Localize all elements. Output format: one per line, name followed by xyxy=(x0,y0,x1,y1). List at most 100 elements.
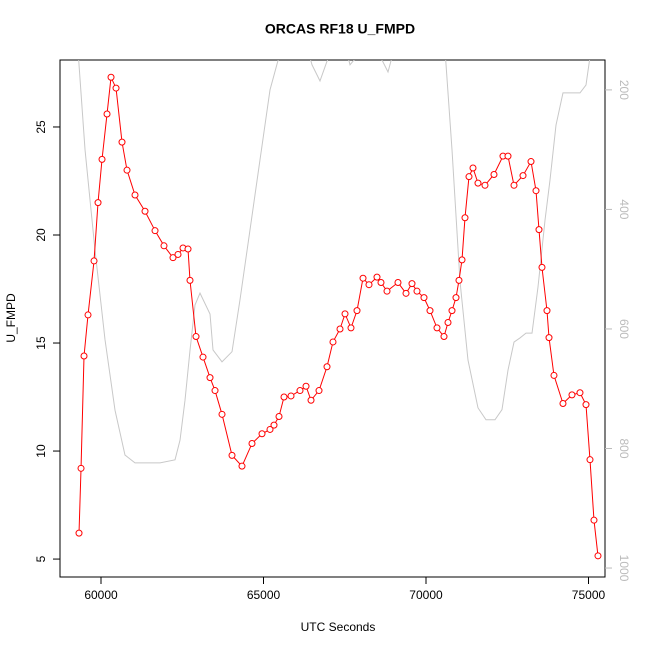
data-line xyxy=(78,75,599,556)
data-point xyxy=(341,310,349,318)
data-point xyxy=(458,256,466,264)
data-point xyxy=(543,307,551,315)
data-point xyxy=(510,181,518,189)
data-point xyxy=(90,257,98,265)
data-point xyxy=(383,287,391,295)
data-point xyxy=(469,164,477,172)
data-point xyxy=(336,325,344,333)
data-point xyxy=(550,371,558,379)
data-point xyxy=(545,334,553,342)
data-point xyxy=(296,387,304,395)
data-point xyxy=(192,333,200,341)
y2-tick-label: 1000 xyxy=(617,555,631,582)
data-point xyxy=(527,158,535,166)
data-point xyxy=(184,245,192,253)
data-point xyxy=(211,387,219,395)
x-tick-label: 70000 xyxy=(409,588,443,602)
data-point xyxy=(280,393,288,401)
data-point xyxy=(94,199,102,207)
data-point xyxy=(206,374,214,382)
y-tick-label: 20 xyxy=(34,228,48,242)
data-point xyxy=(444,318,452,326)
data-point xyxy=(538,263,546,271)
data-point xyxy=(433,324,441,332)
y-tick-label: 10 xyxy=(34,444,48,458)
data-point xyxy=(481,181,489,189)
data-point xyxy=(302,382,310,390)
data-point xyxy=(141,207,149,215)
y-axis-label: U_FMPD xyxy=(4,293,18,343)
data-point xyxy=(377,279,385,287)
y-tick-label: 25 xyxy=(34,120,48,134)
data-point xyxy=(365,281,373,289)
data-point xyxy=(394,279,402,287)
data-point xyxy=(315,387,323,395)
data-point xyxy=(218,410,226,418)
data-point xyxy=(123,166,131,174)
data-point xyxy=(347,324,355,332)
plot-area xyxy=(75,60,602,560)
data-point xyxy=(77,464,85,472)
data-point xyxy=(75,529,83,537)
data-point xyxy=(329,338,337,346)
data-point xyxy=(131,191,139,199)
data-point xyxy=(594,552,602,560)
data-point xyxy=(287,392,295,400)
data-point xyxy=(586,456,594,464)
data-point xyxy=(107,73,115,81)
x-tick-label: 60000 xyxy=(84,588,118,602)
data-point xyxy=(80,352,88,360)
data-point xyxy=(448,307,456,315)
data-point xyxy=(248,439,256,447)
x-axis-label: UTC Seconds xyxy=(301,620,376,634)
plot-frame xyxy=(59,59,606,578)
y2-tick-label: 600 xyxy=(617,319,631,339)
data-point xyxy=(84,311,92,319)
data-point xyxy=(413,287,421,295)
data-point xyxy=(559,400,567,408)
data-point xyxy=(118,138,126,146)
data-point xyxy=(474,179,482,187)
data-point xyxy=(576,389,584,397)
y2-tick-label: 800 xyxy=(617,438,631,458)
data-point xyxy=(359,274,367,282)
data-point xyxy=(270,421,278,429)
data-point xyxy=(465,173,473,181)
data-point xyxy=(402,289,410,297)
data-point xyxy=(186,276,194,284)
data-point xyxy=(420,294,428,302)
data-point xyxy=(266,425,274,433)
data-point xyxy=(532,187,540,195)
data-point xyxy=(174,250,182,258)
data-point xyxy=(590,516,598,524)
data-point xyxy=(151,227,159,235)
chart-title: ORCAS RF18 U_FMPD xyxy=(265,21,415,37)
data-point xyxy=(504,152,512,160)
y2-tick-label: 400 xyxy=(617,199,631,219)
data-point xyxy=(323,363,331,371)
data-point xyxy=(582,401,590,409)
data-point xyxy=(568,391,576,399)
data-line xyxy=(78,60,591,464)
y-tick-label: 5 xyxy=(34,555,48,562)
data-point xyxy=(353,307,361,315)
data-point xyxy=(169,254,177,262)
data-point xyxy=(519,172,527,180)
data-point xyxy=(452,294,460,302)
y2-tick-label: 200 xyxy=(617,80,631,100)
data-point xyxy=(258,430,266,438)
x-tick-label: 75000 xyxy=(572,588,606,602)
data-point xyxy=(275,412,283,420)
data-point xyxy=(307,396,315,404)
data-point xyxy=(408,280,416,288)
data-point xyxy=(490,171,498,179)
data-point xyxy=(228,451,236,459)
data-point xyxy=(112,84,120,92)
data-point xyxy=(373,273,381,281)
data-point xyxy=(160,242,168,250)
data-point xyxy=(461,214,469,222)
data-point xyxy=(103,110,111,118)
data-point xyxy=(426,307,434,315)
